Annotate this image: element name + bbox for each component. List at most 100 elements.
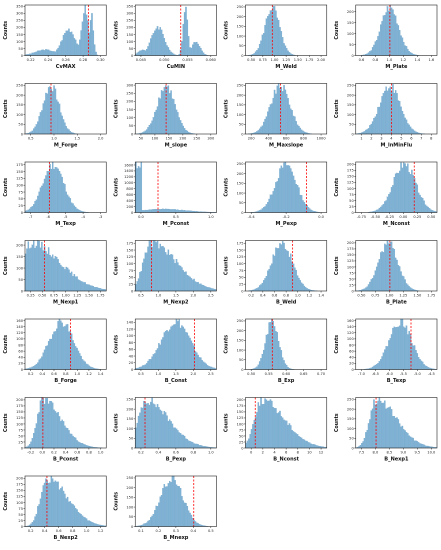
histogram-bar [35, 513, 38, 527]
histogram-bar [294, 179, 296, 213]
histogram-bar [394, 173, 397, 213]
histogram-bar [403, 326, 405, 370]
histogram-bar [291, 430, 293, 449]
histogram-bar [407, 284, 409, 292]
histogram-bar [393, 92, 396, 135]
histogram-bar [190, 340, 193, 370]
histogram-bar [60, 320, 62, 370]
histogram-bar [151, 356, 153, 370]
histogram-bar [185, 332, 187, 370]
x-tick-label: 1.2 [307, 294, 313, 298]
histogram-bar [178, 210, 180, 213]
histogram-bar [248, 438, 250, 449]
histogram-bar [210, 366, 213, 370]
histogram-bar [392, 327, 394, 370]
histogram-bar [170, 90, 172, 135]
histogram-panel: 0 50 100 150 200 250 0.5 1.0 1.5 2.0 Counts M_Forge [3, 83, 107, 149]
histogram-bar [166, 208, 168, 213]
histogram-bar [77, 44, 80, 56]
histogram-bar [380, 102, 382, 135]
histogram-bar [162, 91, 164, 135]
histogram-bar [154, 404, 156, 449]
x-tick-label: 50 [139, 137, 144, 141]
y-tick-label: 200 [237, 93, 245, 97]
histogram-bar [365, 432, 367, 449]
x-tick-label: 1000 [316, 137, 326, 141]
histogram-bar [160, 29, 163, 56]
x-tick-label: 1.0 [156, 372, 162, 376]
histogram-bar [382, 203, 385, 213]
histogram-bar [136, 168, 138, 213]
histogram-bar [159, 409, 161, 449]
histogram-bar [154, 111, 156, 135]
histogram-bar [284, 363, 287, 370]
histogram-bar [64, 184, 66, 213]
histogram-bar [416, 184, 419, 213]
x-axis-label: M_slope [165, 143, 188, 149]
histogram-bar [72, 34, 74, 56]
histogram-bar [162, 337, 164, 370]
histogram-bar [196, 282, 198, 292]
x-tick-label: 3 [380, 137, 382, 141]
histogram-bar [61, 115, 63, 135]
histogram-bar [190, 47, 193, 56]
y-tick-label: 80 [129, 341, 134, 345]
histogram-bar [296, 124, 299, 135]
histogram-bar [377, 106, 379, 135]
histogram-bar [192, 343, 194, 370]
y-axis-label: Counts [224, 256, 230, 275]
histogram-bar [267, 202, 269, 213]
histogram-bar [77, 209, 80, 213]
histogram-bar [287, 50, 289, 56]
histogram-bar [413, 345, 416, 370]
y-tick-label: 100 [16, 266, 24, 270]
histogram-bar [163, 411, 166, 449]
y-tick-label: 0 [21, 446, 24, 450]
histogram-bar [303, 202, 306, 213]
histogram-bar [39, 112, 42, 135]
histogram-bar [65, 324, 67, 370]
histogram-bar [83, 360, 85, 370]
histogram-bar [407, 123, 409, 135]
histogram-bar [27, 241, 30, 292]
y-tick-label: 125 [237, 416, 244, 420]
y-tick-label: 300 [126, 12, 134, 16]
plot-frame [134, 4, 217, 56]
histogram-bar [378, 31, 381, 56]
x-tick-label: 0.8 [86, 451, 92, 455]
y-tick-label: 50 [18, 47, 23, 51]
histogram-bar [58, 318, 61, 370]
histogram-bar [137, 278, 140, 292]
histogram-bar [33, 366, 35, 370]
histogram-bar [95, 523, 97, 527]
histogram-bar [426, 205, 428, 213]
histogram-bar [398, 325, 401, 370]
y-tick-label: 100 [16, 113, 24, 117]
x-tick-label: 0 [250, 451, 253, 455]
histogram-panel: 0 50 100 150 200 250 1 2 3 4 5 6 7 8 Counts M_lnMinFlu [334, 83, 438, 149]
histogram-bar [53, 409, 55, 449]
histogram-bar [400, 426, 402, 449]
histogram-bar [154, 353, 156, 370]
histogram-bar [197, 43, 199, 56]
histogram-bar [396, 172, 398, 213]
x-tick-label: 0.6 [173, 451, 179, 455]
histogram-bar [79, 39, 81, 56]
histogram-bar [181, 325, 183, 370]
histogram-bar [413, 130, 416, 135]
histogram-bar [405, 119, 408, 135]
y-tick-label: 350 [126, 5, 134, 9]
histogram-bar [173, 209, 175, 213]
histogram-bar [33, 432, 35, 449]
histogram-bar [277, 412, 280, 449]
histogram-bar [56, 49, 58, 56]
x-tick-label: 1.4 [414, 58, 420, 62]
histogram-bar [189, 47, 191, 56]
histogram-bar [57, 101, 59, 135]
histogram-bar [145, 403, 148, 449]
histogram-bar [58, 171, 61, 213]
histogram-bar [175, 428, 178, 449]
histogram-panel: 0 50 100 150 200 250 0.50 0.75 1.00 1.25 1.50 1.75 2… [224, 4, 328, 70]
histogram-bar [401, 318, 404, 370]
histogram-bar [84, 282, 86, 292]
